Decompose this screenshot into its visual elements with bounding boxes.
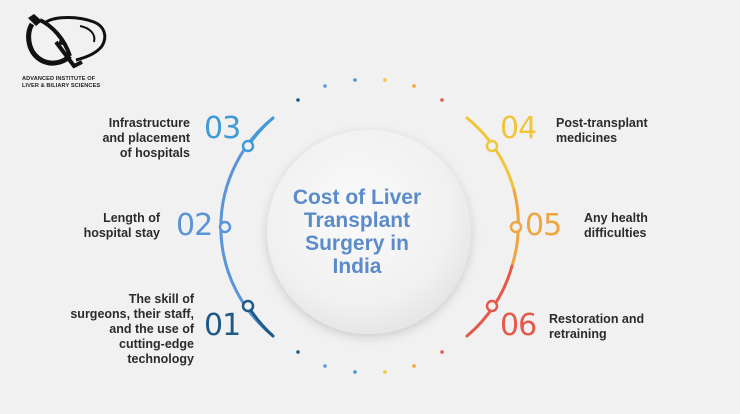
center-circle — [267, 130, 471, 334]
node-04 — [485, 139, 499, 153]
decor-dot — [440, 98, 444, 102]
decor-dot — [412, 84, 416, 88]
factor-label-02: Length of hospital stay — [83, 211, 160, 240]
factor-number-01: 01 — [204, 308, 241, 343]
node-05 — [509, 220, 523, 234]
factor-label-04: Post-transplant medicines — [556, 116, 648, 145]
node-03 — [241, 139, 255, 153]
decor-dot — [383, 78, 387, 82]
factor-label-05: Any health difficulties — [584, 211, 648, 240]
decor-dot — [440, 350, 444, 354]
decor-dot — [323, 364, 327, 368]
factor-number-03: 03 — [204, 111, 241, 146]
decor-dot — [323, 84, 327, 88]
factor-label-06: Restoration and retraining — [549, 312, 645, 341]
liver-logo-icon — [26, 14, 107, 69]
factor-number-06: 06 — [500, 308, 537, 343]
decor-dot — [353, 370, 357, 374]
factor-number-02: 02 — [176, 208, 213, 243]
institute-logo: ADVANCED INSTITUTE OF LIVER & BILIARY SC… — [22, 12, 122, 90]
decor-dot — [412, 364, 416, 368]
decor-dot — [353, 78, 357, 82]
node-02 — [218, 220, 232, 234]
factor-number-04: 04 — [500, 111, 537, 146]
decor-dot — [383, 370, 387, 374]
node-01 — [241, 299, 255, 313]
logo-text-line2: LIVER & BILIARY SCIENCES — [22, 83, 101, 89]
factor-number-05: 05 — [525, 208, 562, 243]
factor-label-01: The skill of surgeons, their staff, and … — [70, 292, 194, 366]
logo-text-line1: ADVANCED INSTITUTE OF — [22, 76, 96, 82]
decor-dot — [296, 350, 300, 354]
center-title: Cost of Liver Transplant Surgery in Indi… — [292, 186, 422, 278]
decor-dot — [296, 98, 300, 102]
factor-label-03: Infrastructure and placement of hospital… — [102, 116, 190, 160]
node-06 — [485, 299, 499, 313]
